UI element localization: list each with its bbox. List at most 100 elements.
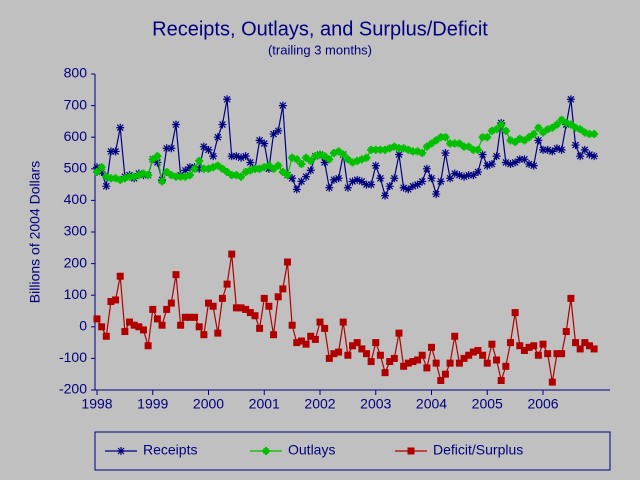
point bbox=[539, 145, 548, 154]
point bbox=[335, 348, 343, 356]
point bbox=[93, 163, 101, 172]
point bbox=[242, 305, 250, 313]
point bbox=[515, 134, 524, 143]
point bbox=[167, 171, 176, 180]
point bbox=[116, 175, 125, 184]
x-tick-label: 2001 bbox=[249, 396, 280, 412]
point bbox=[446, 174, 455, 183]
point bbox=[441, 149, 450, 157]
point bbox=[195, 323, 203, 331]
point bbox=[390, 354, 398, 362]
point bbox=[256, 324, 264, 332]
point bbox=[213, 161, 222, 170]
point bbox=[325, 354, 333, 362]
point bbox=[581, 339, 589, 347]
x-tick-label: 1998 bbox=[81, 396, 112, 412]
point bbox=[292, 155, 301, 164]
point bbox=[241, 152, 250, 161]
point bbox=[446, 139, 455, 148]
point bbox=[117, 447, 125, 455]
point bbox=[111, 174, 120, 183]
chart-subtitle: (trailing 3 months) bbox=[268, 42, 372, 57]
point bbox=[407, 447, 415, 455]
point bbox=[478, 133, 487, 142]
point bbox=[269, 130, 278, 139]
point bbox=[279, 285, 287, 293]
point bbox=[93, 167, 101, 176]
point bbox=[106, 174, 115, 183]
point bbox=[381, 369, 389, 377]
point bbox=[557, 145, 566, 154]
point bbox=[302, 340, 310, 348]
point bbox=[278, 101, 287, 110]
point bbox=[213, 133, 222, 142]
point bbox=[404, 145, 413, 154]
point bbox=[297, 177, 306, 186]
point bbox=[357, 155, 366, 164]
point bbox=[339, 318, 347, 326]
point bbox=[408, 182, 417, 191]
point bbox=[385, 144, 394, 153]
point bbox=[223, 95, 232, 104]
point bbox=[246, 158, 255, 167]
point bbox=[209, 163, 218, 172]
point bbox=[209, 302, 217, 310]
point bbox=[487, 126, 496, 135]
point bbox=[525, 343, 533, 351]
point bbox=[557, 115, 566, 124]
point bbox=[455, 359, 463, 367]
point bbox=[311, 152, 320, 161]
y-tick-label: 800 bbox=[64, 65, 88, 81]
point bbox=[306, 156, 315, 165]
point bbox=[460, 354, 468, 362]
point bbox=[209, 152, 218, 161]
point bbox=[144, 171, 153, 180]
point bbox=[288, 153, 297, 162]
point bbox=[390, 142, 399, 151]
x-tick-label: 2006 bbox=[527, 396, 558, 412]
point bbox=[413, 180, 422, 189]
x-tick-label: 2002 bbox=[304, 396, 335, 412]
point bbox=[418, 177, 427, 186]
point bbox=[334, 147, 343, 156]
point bbox=[427, 174, 436, 183]
point bbox=[465, 351, 473, 359]
series-line bbox=[96, 254, 595, 383]
point bbox=[250, 164, 259, 173]
x-tick-label: 2004 bbox=[416, 396, 447, 412]
point bbox=[321, 324, 329, 332]
point bbox=[343, 155, 352, 164]
legend-label: Outlays bbox=[288, 442, 335, 458]
point bbox=[181, 313, 189, 321]
point bbox=[329, 175, 338, 184]
point bbox=[548, 123, 557, 132]
point bbox=[428, 343, 436, 351]
point bbox=[205, 299, 213, 307]
point bbox=[572, 339, 580, 347]
point bbox=[511, 158, 520, 167]
point bbox=[399, 183, 408, 192]
point bbox=[102, 332, 110, 340]
point bbox=[181, 172, 190, 181]
point bbox=[93, 315, 101, 323]
point bbox=[172, 271, 180, 279]
point bbox=[171, 120, 180, 129]
point bbox=[497, 120, 506, 129]
y-tick-label: 200 bbox=[64, 254, 88, 270]
point bbox=[97, 167, 106, 176]
point bbox=[218, 164, 227, 173]
point bbox=[339, 150, 348, 159]
point bbox=[232, 304, 240, 312]
point bbox=[265, 302, 273, 310]
point bbox=[520, 155, 529, 164]
point bbox=[580, 145, 589, 154]
point bbox=[464, 142, 473, 151]
point bbox=[349, 342, 357, 350]
point bbox=[251, 312, 259, 320]
point bbox=[455, 139, 464, 148]
y-tick-label: -200 bbox=[59, 381, 87, 397]
point bbox=[394, 150, 403, 159]
point bbox=[130, 172, 139, 181]
point bbox=[376, 174, 385, 183]
point bbox=[409, 358, 417, 366]
